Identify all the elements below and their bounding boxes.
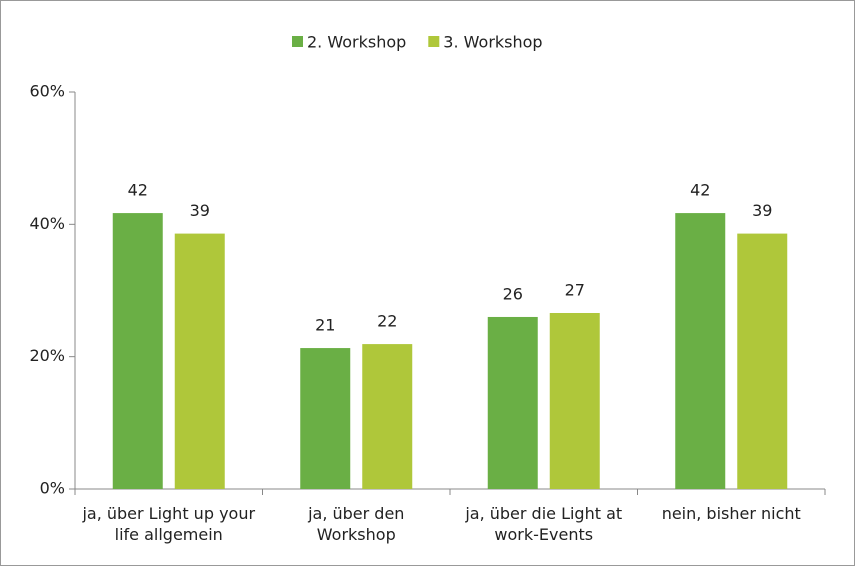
data-label: 42: [690, 181, 710, 200]
data-label: 42: [128, 181, 148, 200]
bar: [549, 312, 600, 489]
y-tick-label: 40%: [29, 214, 65, 233]
legend-swatch: [292, 36, 303, 47]
x-tick-label: ja, über die Light at work-Events: [465, 504, 623, 544]
bar: [362, 344, 413, 489]
y-tick-label: 60%: [29, 82, 65, 101]
bar: [112, 213, 163, 489]
x-tick-label: ja, über den Workshop: [308, 504, 405, 544]
bar: [174, 233, 225, 489]
y-tick-label: 20%: [29, 346, 65, 365]
data-label: 39: [190, 201, 210, 220]
bar: [487, 316, 538, 489]
x-tick-label: nein, bisher nicht: [661, 504, 801, 523]
bar: [675, 213, 726, 489]
data-label: 22: [377, 312, 397, 331]
legend-swatch: [428, 36, 440, 47]
x-tick-label: ja, über Light up your life allgemein: [82, 504, 256, 544]
data-label: 26: [503, 284, 523, 303]
data-label: 27: [565, 280, 585, 299]
legend-label: 3. Workshop: [443, 33, 542, 52]
bar: [300, 348, 351, 489]
legend-label: 2. Workshop: [307, 33, 406, 52]
y-tick-label: 0%: [40, 479, 65, 498]
data-label: 39: [752, 201, 772, 220]
data-label: 21: [315, 316, 335, 335]
bar: [737, 233, 788, 489]
